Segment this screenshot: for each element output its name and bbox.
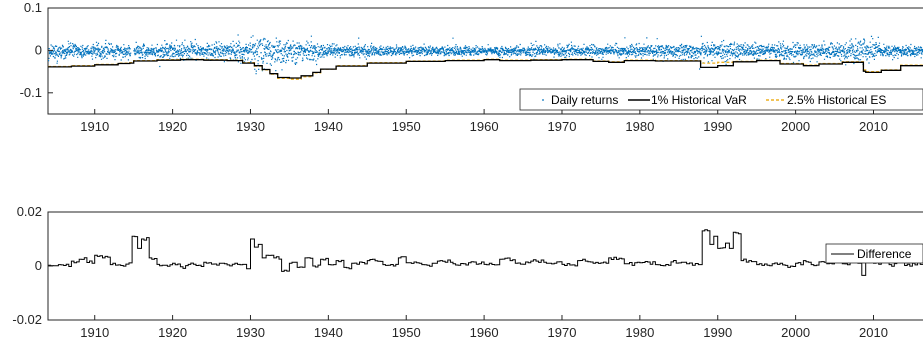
bottom-x-tick-label: 1980 <box>625 325 654 340</box>
top-x-tick-label: 1910 <box>80 119 109 134</box>
top-y-tick-label: 0.1 <box>24 0 42 15</box>
top-x-ticks: 1910 1920 1930 1940 1950 1960 1970 1980 1990 2000… <box>80 109 888 134</box>
top-x-tick-label: 1970 <box>548 119 577 134</box>
legend-returns-marker <box>542 99 544 101</box>
bottom-x-ticks: 1910 1920 1930 1940 1950 1960 1970 1980 1990 2000… <box>80 315 888 340</box>
top-x-tick-label: 2000 <box>781 119 810 134</box>
top-x-tick-label: 1920 <box>158 119 187 134</box>
top-x-tick-label: 1950 <box>392 119 421 134</box>
legend-returns-label: Daily returns <box>551 93 618 107</box>
legend-difference-label: Difference <box>857 247 912 261</box>
bottom-y-tick-label: -0.02 <box>12 312 42 327</box>
top-y-tick-label: -0.1 <box>20 85 42 100</box>
bottom-legend-box <box>825 243 923 264</box>
top-x-tick-label: 2010 <box>859 119 888 134</box>
difference-chart: 0.020-0.02 1910 1920 1930 1940 1950 1960 1970 1… <box>12 204 923 340</box>
top-x-tick-label: 1990 <box>703 119 732 134</box>
top-y-tick-label: 0 <box>35 42 42 57</box>
bottom-y-tick-label: 0.02 <box>17 204 42 219</box>
risk-measure-lines <box>48 58 923 80</box>
legend-var-label: 1% Historical VaR <box>651 93 747 107</box>
daily-returns-scatter <box>48 34 923 75</box>
difference-step-line <box>48 229 923 276</box>
bottom-y-ticks: 0.02 0 -0.02 <box>12 204 53 327</box>
daily-returns-points <box>48 34 923 75</box>
top-legend: Daily returns 1% Historical VaR 2.5% His… <box>519 88 923 111</box>
top-legend-box <box>519 88 923 111</box>
top-x-tick-label: 1980 <box>625 119 654 134</box>
top-x-tick-label: 1940 <box>314 119 343 134</box>
bottom-axes-box <box>47 211 923 321</box>
bottom-x-tick-label: 1910 <box>80 325 109 340</box>
bottom-x-tick-label: 1950 <box>392 325 421 340</box>
top-y-ticks: 0.1 0 -0.1 <box>20 0 53 100</box>
returns-var-es-chart: 0.1 0 -0.1 1910 1920 1930 1940 1950 1960 1970 198… <box>20 0 923 134</box>
bottom-x-tick-label: 1970 <box>548 325 577 340</box>
bottom-x-tick-label: 2000 <box>781 325 810 340</box>
top-x-tick-label: 1960 <box>470 119 499 134</box>
bottom-legend: Difference <box>825 243 923 264</box>
bottom-y-tick-label: 0 <box>35 258 42 273</box>
legend-es-label: 2.5% Historical ES <box>787 93 886 107</box>
bottom-x-tick-label: 1930 <box>236 325 265 340</box>
bottom-x-tick-label: 1940 <box>314 325 343 340</box>
var-1-line <box>48 59 923 79</box>
top-x-tick-label: 1930 <box>236 119 265 134</box>
bottom-x-tick-label: 1990 <box>703 325 732 340</box>
bottom-x-tick-label: 1960 <box>470 325 499 340</box>
bottom-x-tick-label: 1920 <box>158 325 187 340</box>
bottom-x-tick-label: 2010 <box>859 325 888 340</box>
difference-line <box>48 229 923 276</box>
